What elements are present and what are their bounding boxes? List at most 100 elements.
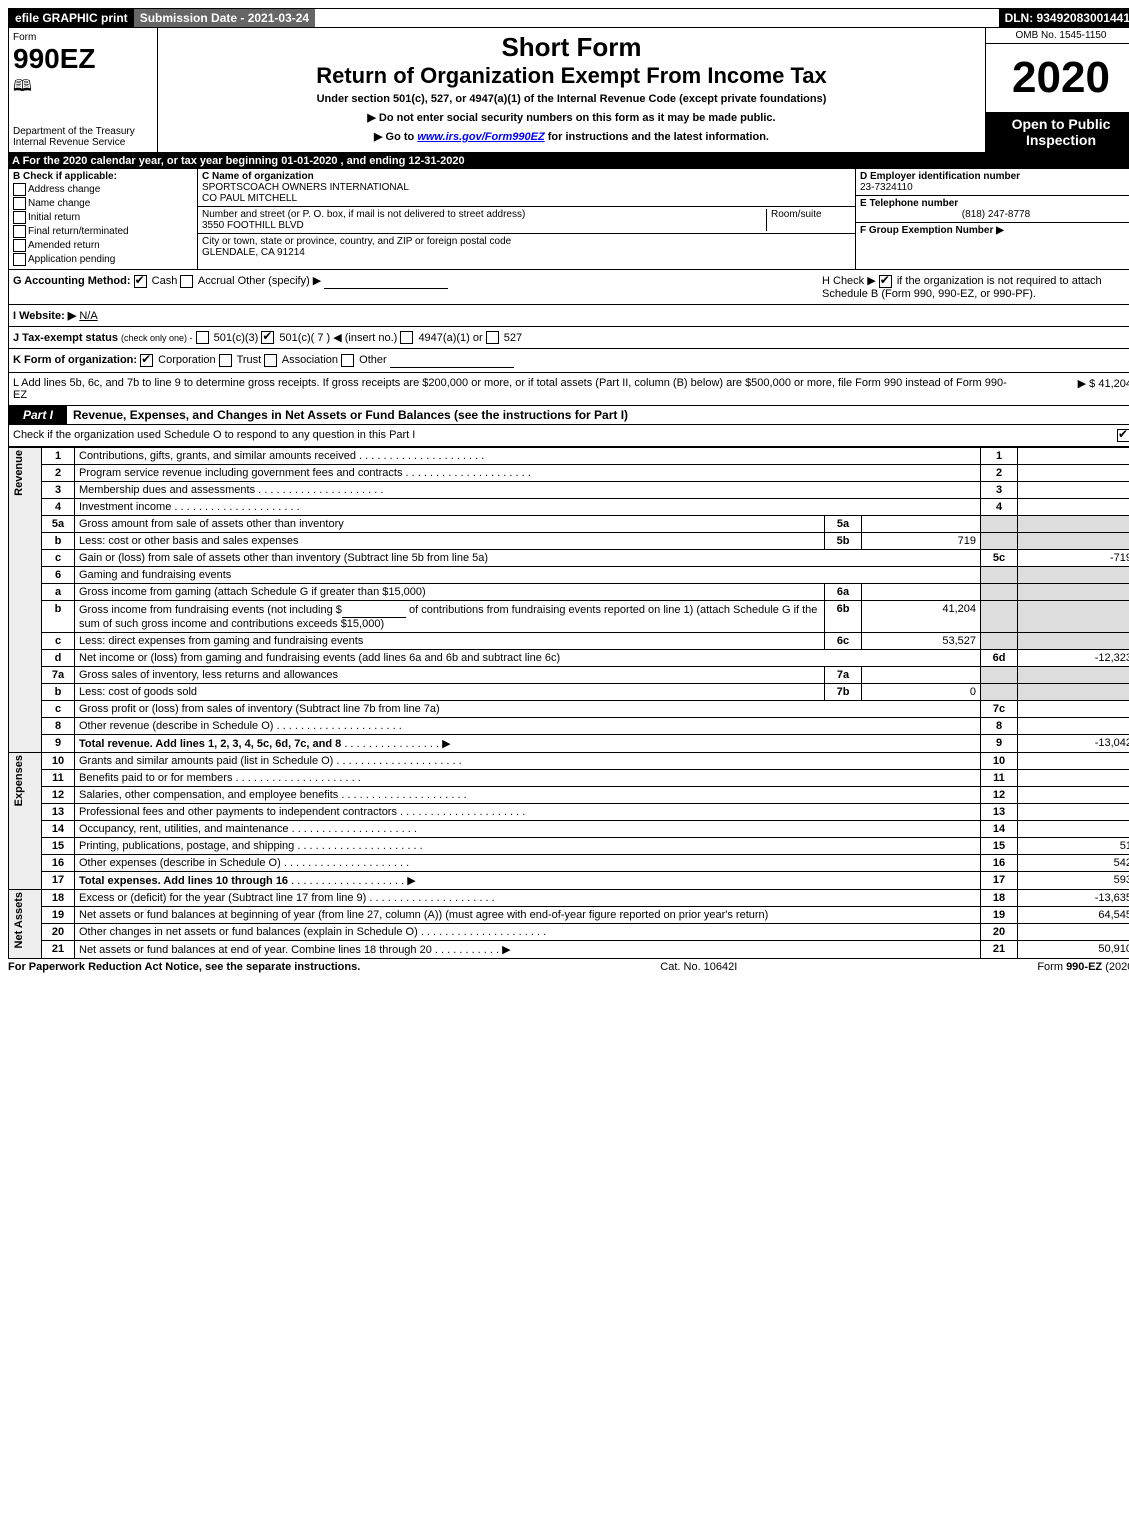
row-k: K Form of organization: Corporation Trus…	[8, 349, 1129, 373]
ln: 3	[42, 482, 75, 499]
ln: 8	[42, 718, 75, 735]
inner-amt: 53,527	[862, 633, 981, 650]
desc: Less: cost or other basis and sales expe…	[75, 533, 825, 550]
desc: Gaming and fundraising events	[75, 567, 981, 584]
chk-name[interactable]: Name change	[13, 197, 193, 210]
ln: c	[42, 633, 75, 650]
j-note: (check only one) -	[121, 333, 193, 343]
row-j: J Tax-exempt status (check only one) - 5…	[8, 327, 1129, 350]
other-org-input[interactable]	[390, 353, 514, 368]
desc: Program service revenue including govern…	[75, 465, 981, 482]
amt	[1018, 584, 1129, 601]
chk-527[interactable]	[486, 331, 499, 344]
col	[981, 601, 1018, 633]
chk-4947[interactable]	[400, 331, 413, 344]
open-public: Open to Public Inspection	[986, 112, 1129, 152]
inner-amt	[862, 584, 981, 601]
ln: 21	[42, 941, 75, 959]
inner-col: 7b	[825, 684, 862, 701]
amt: -13,635	[1018, 890, 1129, 907]
city: GLENDALE, CA 91214	[202, 247, 851, 258]
c-label: C Name of organization	[202, 171, 851, 182]
chk-501c3[interactable]	[196, 331, 209, 344]
room-label: Room/suite	[766, 209, 851, 231]
desc: Investment income	[75, 499, 981, 516]
amt	[1018, 787, 1129, 804]
desc: Printing, publications, postage, and shi…	[75, 838, 981, 855]
inner-col: 5b	[825, 533, 862, 550]
inner-col: 6b	[825, 601, 862, 633]
dln: DLN: 93492083001441	[999, 9, 1129, 27]
amt	[1018, 718, 1129, 735]
treasury-seal-icon: 🕮	[13, 75, 153, 102]
desc: Membership dues and assessments	[75, 482, 981, 499]
chk-cash[interactable]	[134, 275, 147, 288]
col: 2	[981, 465, 1018, 482]
chk-501c[interactable]	[261, 331, 274, 344]
inner-amt: 0	[862, 684, 981, 701]
i-label: I Website: ▶	[13, 310, 76, 322]
goto-link[interactable]: www.irs.gov/Form990EZ	[417, 131, 544, 143]
desc: Professional fees and other payments to …	[75, 804, 981, 821]
col	[981, 567, 1018, 584]
org-co: CO PAUL MITCHELL	[202, 193, 851, 204]
col: 9	[981, 735, 1018, 753]
other-method-input[interactable]	[324, 274, 448, 289]
col	[981, 633, 1018, 650]
goto-pre: ▶ Go to	[374, 131, 417, 143]
col: 6d	[981, 650, 1018, 667]
l-amount: ▶ $ 41,204	[1012, 377, 1129, 401]
chk-assoc[interactable]	[264, 354, 277, 367]
input-6b[interactable]	[342, 603, 406, 618]
chk-accrual[interactable]	[180, 275, 193, 288]
ln: b	[42, 684, 75, 701]
ln: 9	[42, 735, 75, 753]
k-label: K Form of organization:	[13, 354, 137, 366]
inner-col: 7a	[825, 667, 862, 684]
tax-year: 2020	[986, 44, 1129, 112]
form-header: Form 990EZ 🕮 Department of the Treasury …	[8, 28, 1129, 153]
chk-address[interactable]: Address change	[13, 183, 193, 196]
col: 19	[981, 907, 1018, 924]
e-label: E Telephone number	[860, 198, 1129, 209]
amt	[1018, 753, 1129, 770]
ln: 14	[42, 821, 75, 838]
chk-other-org[interactable]	[341, 354, 354, 367]
inner-col: 6a	[825, 584, 862, 601]
desc: Gross income from gaming (attach Schedul…	[75, 584, 825, 601]
amt: -12,323	[1018, 650, 1129, 667]
omb: OMB No. 1545-1150	[986, 28, 1129, 44]
ln: 19	[42, 907, 75, 924]
chk-final[interactable]: Final return/terminated	[13, 225, 193, 238]
footer-center: Cat. No. 10642I	[660, 961, 737, 973]
col: 16	[981, 855, 1018, 872]
col: 13	[981, 804, 1018, 821]
ln: 6	[42, 567, 75, 584]
amt	[1018, 601, 1129, 633]
desc: Total revenue. Add lines 1, 2, 3, 4, 5c,…	[75, 735, 981, 753]
street-label: Number and street (or P. O. box, if mail…	[202, 209, 766, 220]
amt	[1018, 804, 1129, 821]
lines-table: Revenue 1 Contributions, gifts, grants, …	[8, 447, 1129, 959]
chk-schedule-o[interactable]	[1117, 429, 1129, 442]
inner-amt	[862, 667, 981, 684]
box-c: C Name of organization SPORTSCOACH OWNER…	[198, 169, 855, 269]
ln: 15	[42, 838, 75, 855]
amt	[1018, 684, 1129, 701]
chk-initial[interactable]: Initial return	[13, 211, 193, 224]
chk-amended[interactable]: Amended return	[13, 239, 193, 252]
desc: Gain or (loss) from sale of assets other…	[75, 550, 981, 567]
desc: Occupancy, rent, utilities, and maintena…	[75, 821, 981, 838]
amt	[1018, 482, 1129, 499]
lbl-527: 527	[504, 332, 522, 344]
col: 14	[981, 821, 1018, 838]
row-i: I Website: ▶ N/A	[8, 305, 1129, 327]
chk-app-pending[interactable]: Application pending	[13, 253, 193, 266]
amt: 64,545	[1018, 907, 1129, 924]
form-number: 990EZ	[13, 43, 153, 75]
chk-corp[interactable]	[140, 354, 153, 367]
chk-trust[interactable]	[219, 354, 232, 367]
chk-h[interactable]	[879, 275, 892, 288]
footer-left: For Paperwork Reduction Act Notice, see …	[8, 961, 360, 973]
ln: 13	[42, 804, 75, 821]
